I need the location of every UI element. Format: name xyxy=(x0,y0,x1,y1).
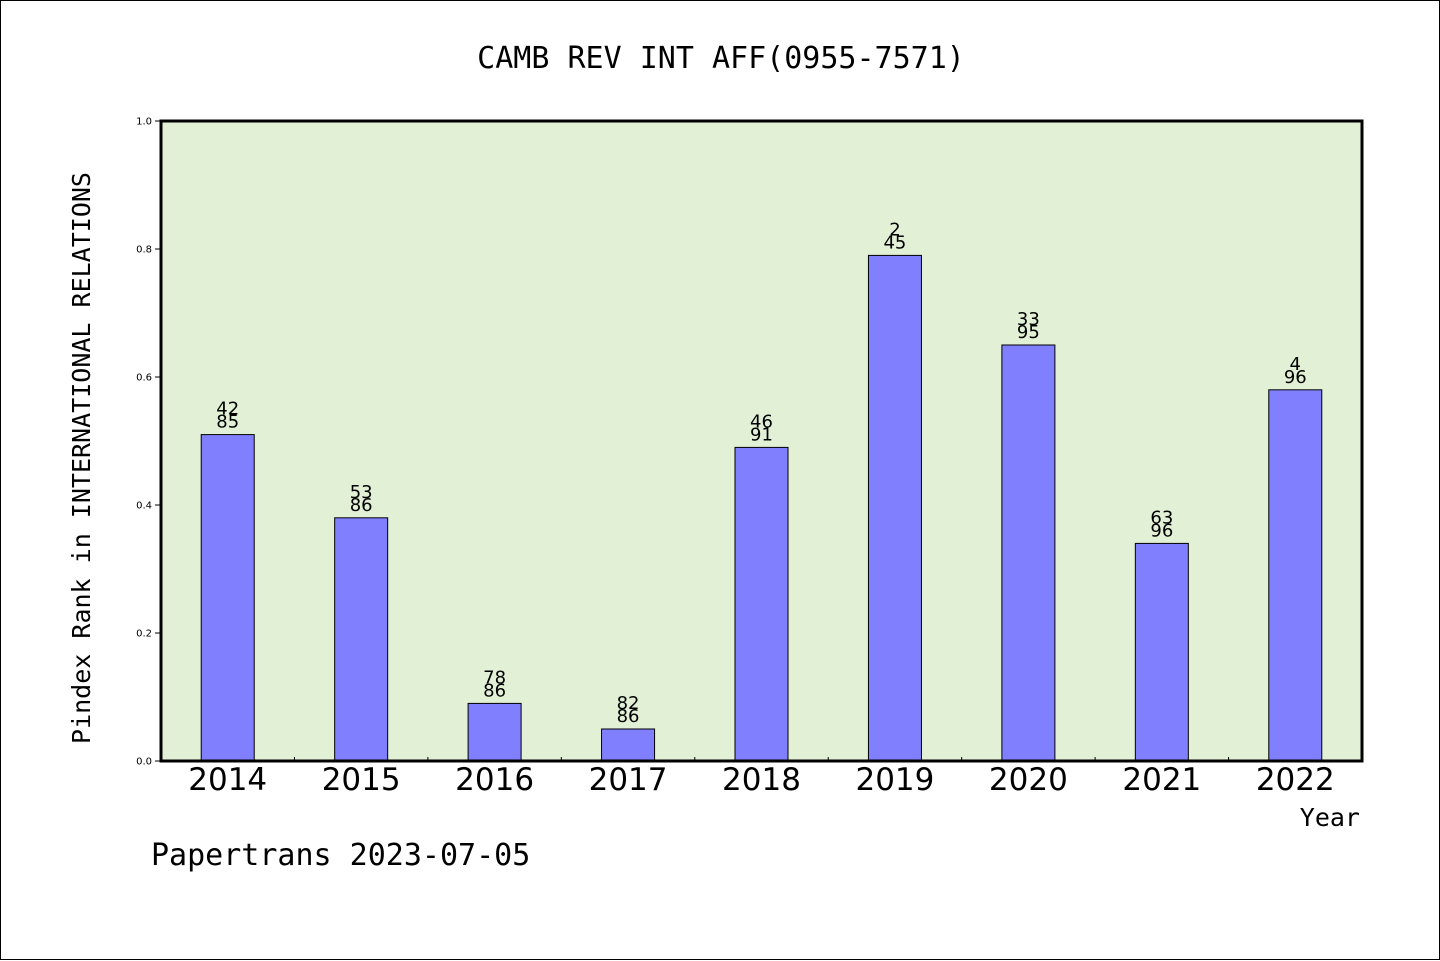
bars xyxy=(200,254,1323,762)
x-tick-label: 2019 xyxy=(855,762,934,798)
bar-label-top: 42 xyxy=(216,399,239,420)
x-tick-label: 2018 xyxy=(722,762,801,798)
y-axis: 0.0 0.2 0.4 0.6 0.8 1.0 xyxy=(136,117,161,768)
bar-label-bottom: 95 xyxy=(1017,322,1040,343)
footer-text: Papertrans 2023-07-05 xyxy=(151,838,530,873)
y-axis-label: Pindex Rank in INTERNATIONAL RELATIONS xyxy=(67,172,96,744)
plot-border xyxy=(159,119,1364,763)
y-tick-label: 0.6 xyxy=(136,373,152,384)
bar xyxy=(334,517,389,762)
bar-label-bottom: 91 xyxy=(750,424,773,445)
bar xyxy=(867,254,922,762)
y-tick-label: 0.2 xyxy=(136,629,152,640)
bar-label-top: 33 xyxy=(1017,309,1040,330)
x-tick-label: 2021 xyxy=(1122,762,1201,798)
y-tick-label: 0.8 xyxy=(136,245,152,256)
bar-label-bottom: 45 xyxy=(883,232,906,253)
bar xyxy=(1268,389,1323,762)
bar xyxy=(601,728,656,762)
x-axis-label: Year xyxy=(1300,803,1360,832)
bar-label-bottom: 86 xyxy=(617,706,640,727)
chart-title: CAMB REV INT AFF(0955-7571) xyxy=(477,41,965,76)
bar-label-bottom: 85 xyxy=(216,412,239,433)
y-tick-label: 1.0 xyxy=(136,117,152,128)
bar-label-bottom: 96 xyxy=(1150,520,1173,541)
bar-label-top: 46 xyxy=(750,411,773,432)
bar-label-bottom: 86 xyxy=(350,495,373,516)
y-tick-label: 0.4 xyxy=(136,501,152,512)
bar-label-top: 2 xyxy=(889,219,900,240)
bar-label-top: 78 xyxy=(483,667,506,688)
x-tick-label: 2022 xyxy=(1256,762,1335,798)
x-tick-label: 2017 xyxy=(589,762,668,798)
x-tick-label: 2015 xyxy=(322,762,401,798)
bar xyxy=(467,702,522,762)
bar-label-top: 4 xyxy=(1290,354,1301,375)
x-axis: 2014 2015 2016 2017 2018 2019 2020 2021 2022 xyxy=(188,757,1335,798)
bar-label-top: 82 xyxy=(617,693,640,714)
x-tick-label: 2016 xyxy=(455,762,534,798)
bar-label-top: 53 xyxy=(350,482,373,503)
bar-label-top: 63 xyxy=(1150,507,1173,528)
y-tick-label: 0.0 xyxy=(136,757,152,768)
bar xyxy=(1134,542,1189,762)
x-tick-label: 2020 xyxy=(989,762,1068,798)
bar xyxy=(1001,344,1056,762)
bar xyxy=(200,434,255,762)
bar-label-bottom: 96 xyxy=(1284,367,1307,388)
bar xyxy=(734,446,789,762)
x-tick-label: 2014 xyxy=(188,762,267,798)
bar-label-bottom: 86 xyxy=(483,680,506,701)
